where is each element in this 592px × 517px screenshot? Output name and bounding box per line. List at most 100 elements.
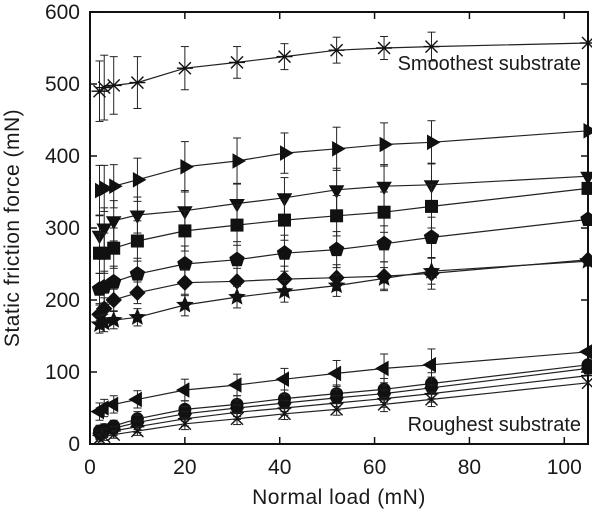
data-point	[422, 261, 441, 279]
data-point	[376, 235, 392, 251]
data-point	[276, 50, 293, 64]
y-axis-label: Static friction force (mN)	[1, 109, 24, 347]
y-tick-label: 600	[45, 1, 80, 24]
data-point	[332, 141, 346, 157]
data-point	[230, 412, 244, 426]
x-tick-label: 60	[363, 456, 386, 479]
data-point	[176, 61, 193, 75]
data-point	[275, 282, 294, 299]
annotation-smoothest: Smoothest substrate	[398, 53, 581, 75]
data-point	[130, 234, 144, 248]
data-point	[327, 276, 346, 294]
data-point	[579, 344, 592, 360]
data-point	[377, 397, 391, 411]
data-point	[229, 251, 245, 267]
data-point	[423, 229, 440, 244]
data-series	[90, 31, 592, 445]
data-point	[580, 362, 592, 375]
series-line	[99, 259, 589, 315]
data-point	[379, 136, 394, 153]
series-line	[98, 175, 589, 236]
data-point	[375, 269, 393, 286]
series-star	[90, 251, 592, 334]
data-point	[330, 402, 344, 416]
data-point	[375, 360, 389, 377]
series-line	[99, 260, 589, 326]
data-point	[107, 428, 121, 442]
data-point	[328, 43, 345, 57]
data-point	[377, 205, 391, 219]
data-point	[579, 251, 592, 269]
series-triangle-left	[90, 344, 592, 421]
data-point	[93, 431, 106, 445]
data-point	[176, 295, 194, 313]
series-diamond	[91, 251, 592, 326]
data-point	[129, 76, 146, 90]
data-point	[128, 391, 142, 408]
series-triangle-down	[91, 162, 592, 256]
data-point	[580, 36, 592, 50]
data-point	[376, 181, 392, 196]
data-point	[376, 41, 393, 55]
data-point	[130, 424, 144, 438]
data-point	[228, 377, 242, 393]
x-tick-label: 0	[84, 456, 96, 479]
data-point	[178, 224, 192, 238]
data-point	[425, 392, 438, 406]
data-point	[232, 153, 246, 169]
data-point	[581, 376, 592, 390]
data-point	[327, 365, 342, 382]
data-point	[278, 407, 291, 421]
series-line	[99, 130, 589, 192]
data-point	[178, 417, 192, 431]
data-point	[96, 223, 112, 237]
data-point	[132, 172, 147, 188]
series-x	[93, 376, 592, 445]
data-point	[105, 78, 122, 92]
y-tick-label: 500	[45, 73, 80, 96]
data-point	[104, 310, 123, 328]
data-point	[330, 209, 344, 223]
data-point	[583, 123, 592, 139]
data-point	[422, 357, 436, 373]
data-point	[423, 40, 440, 54]
x-axis-label: Normal load (mN)	[252, 486, 426, 509]
series-pentagon	[91, 211, 592, 306]
data-point	[276, 245, 293, 260]
data-point	[180, 159, 194, 175]
data-point	[581, 368, 592, 383]
data-point	[278, 213, 291, 227]
data-point	[175, 382, 190, 398]
data-point	[176, 274, 194, 291]
annotation-roughest: Roughest substrate	[408, 414, 581, 436]
data-point	[129, 284, 146, 302]
y-tick-label: 400	[45, 145, 80, 168]
series-line	[99, 187, 589, 254]
x-tick-label: 40	[268, 456, 291, 479]
x-tick-label: 100	[547, 456, 582, 479]
data-point	[105, 216, 122, 230]
data-point	[129, 210, 146, 224]
data-point	[425, 199, 438, 213]
data-point	[328, 185, 345, 199]
data-point	[99, 180, 114, 197]
data-point	[107, 241, 121, 255]
y-tick-label: 200	[45, 289, 80, 312]
data-point	[104, 396, 119, 413]
y-tick-label: 0	[68, 433, 80, 456]
data-point	[580, 211, 592, 226]
data-point	[328, 241, 345, 257]
data-point	[128, 307, 147, 325]
data-point	[580, 171, 592, 186]
data-point	[427, 134, 441, 151]
data-point	[230, 218, 244, 232]
data-point	[581, 181, 592, 195]
data-point	[129, 265, 146, 281]
data-point	[229, 55, 245, 69]
axis-ticks: 0 20 40 60 80 100 0 100 200 300 400 500 600	[45, 1, 588, 479]
data-point	[109, 178, 123, 194]
data-point	[105, 273, 122, 289]
y-tick-label: 100	[45, 361, 80, 384]
data-point	[280, 145, 294, 161]
